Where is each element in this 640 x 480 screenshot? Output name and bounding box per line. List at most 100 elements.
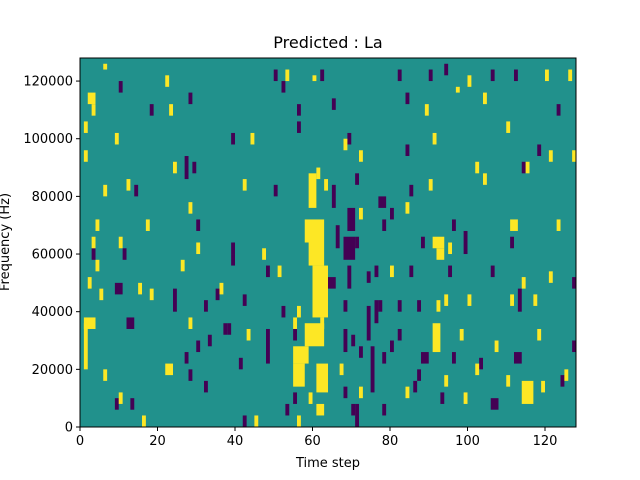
heatmap-cell-low-25 [378, 196, 387, 208]
heatmap-cell-high-4 [312, 75, 317, 82]
heatmap-cell-high-18 [343, 138, 348, 151]
heatmap-cell-low-36 [421, 236, 425, 249]
heatmap-cell-high-12 [424, 104, 429, 116]
heatmap-cell-low-62 [223, 323, 228, 335]
heatmap-cell-high-72 [320, 317, 325, 329]
heatmap-cell-high-99 [405, 386, 410, 399]
heatmap-cell-low-69 [196, 340, 201, 353]
heatmap-cell-high-94 [118, 392, 123, 404]
heatmap-cell-low-37 [91, 248, 96, 260]
heatmap-cell-low-47 [572, 277, 577, 289]
heatmap-cell-high-48 [196, 242, 201, 255]
heatmap-cell-high-97 [339, 363, 344, 376]
heatmap-cell-high-11 [169, 104, 174, 116]
heatmap-cell-low-60 [517, 288, 522, 312]
heatmap-cell-low-73 [421, 352, 429, 364]
heatmap-cell-high-90 [506, 375, 511, 387]
heatmap-cell-low-92 [479, 357, 484, 370]
heatmap-cell-low-74 [452, 352, 456, 364]
heatmap-cell-high-81 [165, 363, 173, 376]
heatmap-cell-high-95 [463, 392, 468, 404]
heatmap-cell-low-9 [188, 92, 193, 105]
heatmap-cells [83, 63, 577, 427]
heatmap-cell-high-63 [467, 294, 472, 306]
heatmap-cell-low-29 [196, 219, 201, 231]
y-axis: 0 20000 40000 60000 80000 100000 120000 [23, 75, 80, 436]
heatmap-cell-low-98 [231, 242, 236, 255]
heatmap-cell-low-61 [126, 317, 135, 329]
heatmap-cell-low-56 [374, 300, 379, 324]
heatmap-cell-high-14 [506, 121, 511, 133]
heatmap-cell-low-19 [521, 161, 526, 174]
heatmap-cell-high-87 [103, 369, 108, 381]
y-tick-label-6: 120000 [23, 75, 73, 90]
heatmap-cell-low-44 [409, 265, 414, 278]
heatmap-cell-high-98 [359, 386, 363, 399]
heatmap-cell-low-93 [560, 375, 565, 387]
heatmap-cell-low-17 [184, 156, 189, 180]
heatmap-cell-high-58 [219, 282, 224, 295]
y-tick-label-5: 100000 [23, 132, 73, 147]
heatmap-cell-low-5 [514, 69, 518, 82]
heatmap-cell-high-37 [145, 219, 150, 231]
heatmap-cell-high-78 [293, 346, 309, 364]
heatmap-cell-high-67 [297, 305, 301, 318]
heatmap-cell-low-65 [343, 328, 348, 353]
heatmap-cell-low-70 [266, 328, 270, 364]
heatmap-cell-high-40 [308, 173, 317, 208]
heatmap-cell-low-97 [397, 328, 402, 341]
heatmap-cell-high-16 [250, 132, 255, 145]
heatmap-cell-high-96 [564, 369, 569, 381]
heatmap-cell-low-96 [328, 277, 336, 289]
heatmap-cell-low-21 [409, 184, 414, 197]
heatmap-cell-low-11 [556, 104, 561, 116]
heatmap-cell-high-65 [533, 294, 538, 306]
heatmap-cell-low-35 [463, 230, 468, 255]
heatmap-cell-high-69 [188, 317, 193, 329]
heatmap-cell-high-24 [475, 161, 480, 174]
heatmap-cell-low-15 [537, 144, 542, 157]
heatmap-cell-low-66 [390, 340, 394, 353]
heatmap-cell-high-75 [246, 328, 251, 341]
heatmap-cell-low-24 [331, 184, 336, 208]
heatmap-cell-low-87 [490, 398, 499, 410]
heatmap-cell-low-91 [417, 369, 422, 381]
heatmap-cell-high-70 [293, 317, 298, 329]
heatmap-cell-low-86 [440, 392, 445, 404]
heatmap-cell-high-6 [545, 69, 549, 82]
heatmap-cell-low-10 [297, 104, 301, 116]
heatmap-cell-low-80 [293, 392, 298, 404]
heatmap-cell-high-92 [254, 415, 259, 427]
heatmap-cell-low-42 [366, 271, 371, 283]
heatmap-cell-high-29 [242, 179, 247, 191]
heatmap-cell-high-79 [293, 363, 305, 387]
y-tick-label-3: 60000 [32, 248, 73, 263]
heatmap-cell-low-94 [413, 380, 418, 393]
heatmap-cell-low-32 [335, 225, 340, 249]
heatmap-cell-high-59 [521, 277, 526, 289]
heatmap-cell-high-36 [95, 219, 100, 231]
x-tick-label-2: 40 [227, 434, 244, 449]
heatmap-cell-low-26 [347, 207, 356, 231]
heatmap-cell-high-1 [165, 75, 170, 87]
heatmap-cell-low-46 [490, 265, 495, 278]
x-axis-label: Time step [295, 456, 360, 471]
heatmap-cell-low-23 [134, 184, 139, 197]
heatmap-cell-low-6 [405, 92, 410, 105]
heatmap-cell-high-83 [316, 403, 325, 416]
heatmap-cell-low-30 [452, 219, 456, 231]
heatmap-cell-high-32 [103, 184, 108, 197]
heatmap-cell-low-58 [397, 300, 402, 312]
heatmap-cell-low-102 [331, 98, 336, 110]
heatmap-cell-high-21 [548, 150, 553, 162]
x-tick-label-1: 20 [149, 434, 166, 449]
y-tick-label-4: 80000 [32, 190, 73, 205]
heatmap-cell-high-86 [521, 380, 534, 404]
x-tick-label-0: 0 [76, 434, 84, 449]
heatmap-cell-high-66 [436, 300, 441, 312]
heatmap-cell-low-33 [343, 236, 356, 260]
heatmap-cell-high-51 [95, 259, 100, 272]
heatmap-cell-low-1 [273, 69, 278, 82]
heatmap-cell-high-85 [494, 340, 499, 353]
